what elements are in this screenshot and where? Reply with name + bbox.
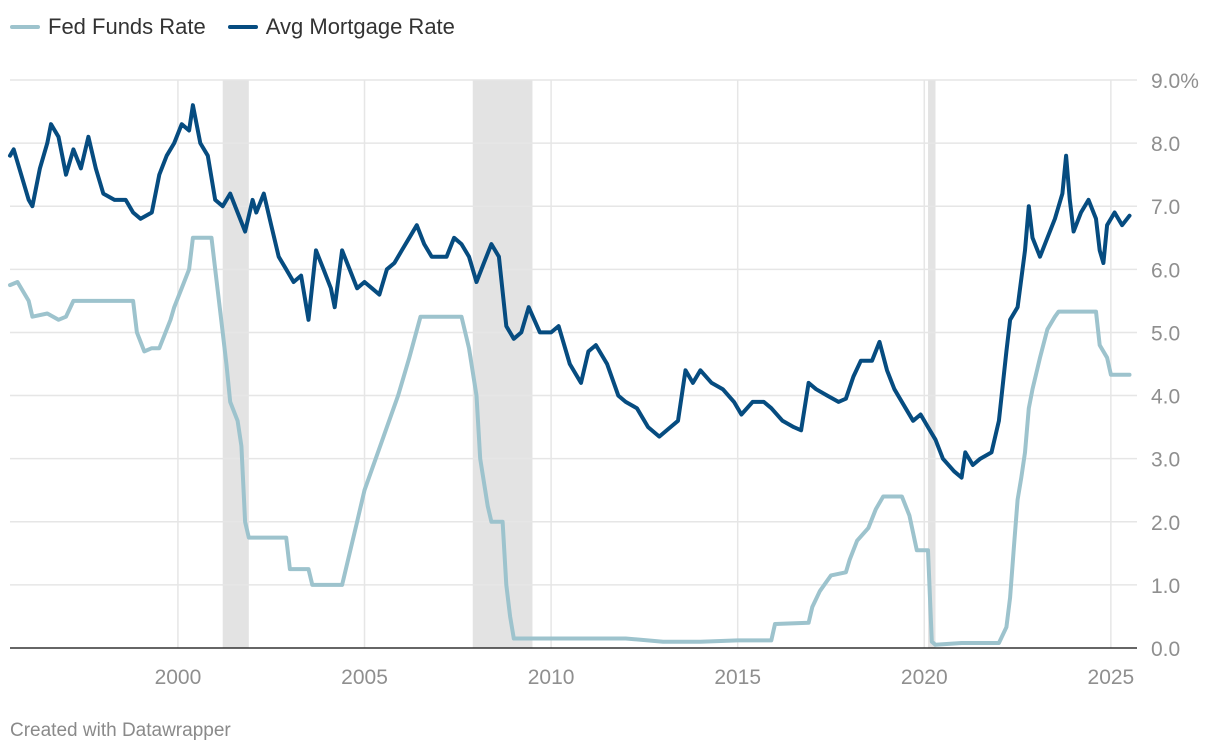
legend-swatch (10, 25, 40, 29)
series-lines (8, 103, 1132, 647)
x-tick-label: 2000 (155, 666, 202, 689)
y-tick-label: 6.0 (1151, 259, 1180, 282)
y-tick-label: 2.0 (1151, 512, 1180, 535)
y-tick-label: 5.0 (1151, 322, 1180, 345)
y-tick-label: 4.0 (1151, 386, 1180, 409)
x-tick-label: 2020 (901, 666, 948, 689)
recession-bands (222, 80, 936, 648)
footer-credit: Created with Datawrapper (10, 720, 231, 741)
legend-item-0: Fed Funds Rate (10, 14, 206, 40)
recession-band (472, 80, 533, 648)
y-tick-label: 0.0 (1151, 638, 1180, 661)
y-tick-label: 1.0 (1151, 575, 1180, 598)
series-line-0 (8, 235, 1132, 647)
legend-swatch (227, 25, 258, 29)
x-tick-label: 2005 (341, 666, 388, 689)
recession-band (928, 80, 936, 648)
y-tick-label: 7.0 (1151, 196, 1180, 219)
legend-label: Avg Mortgage Rate (265, 14, 455, 39)
chart-legend: Fed Funds Rate Avg Mortgage Rate (10, 12, 477, 42)
x-tick-label: 2025 (1088, 666, 1135, 689)
y-tick-label: 3.0 (1151, 449, 1180, 472)
y-tick-label: 9.0% (1151, 70, 1199, 93)
x-tick-label: 2015 (714, 666, 761, 689)
x-tick-label: 2010 (528, 666, 575, 689)
grid-lines (10, 79, 1137, 648)
legend-item-1: Avg Mortgage Rate (227, 14, 455, 40)
series-line-1 (8, 103, 1132, 480)
legend-label: Fed Funds Rate (48, 14, 206, 39)
axes: 0.0 1.0 2.0 3.0 4.0 5.0 6.0 7.0 8.0 9.0% 2000 2005 2… (10, 70, 1199, 689)
line-chart: 0.0 1.0 2.0 3.0 4.0 5.0 6.0 7.0 8.0 9.0% 2000 2005 2… (8, 70, 1199, 689)
y-tick-label: 8.0 (1151, 133, 1180, 156)
